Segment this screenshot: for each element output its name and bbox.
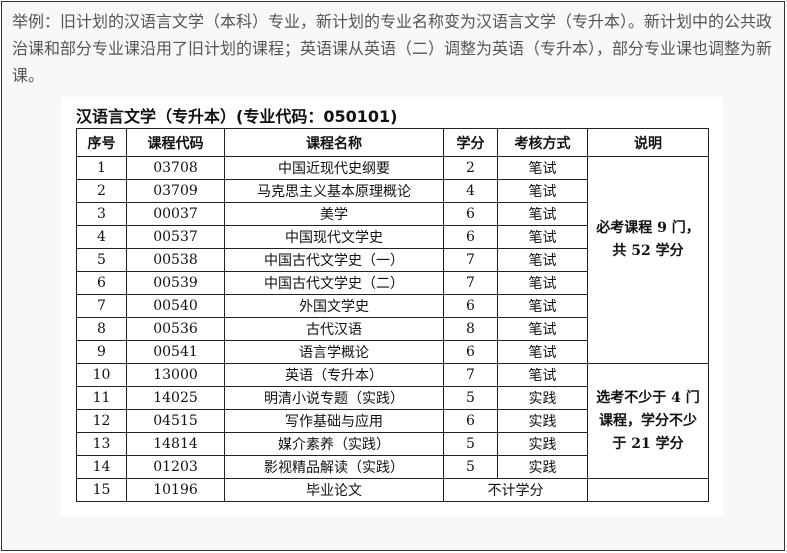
table-cell: 12 [76,409,127,433]
table-cell: 外国文学史 [224,294,444,318]
table-cell: 7 [443,363,498,387]
table-cell: 中国古代文学史（二） [224,271,444,295]
table-cell: 11 [76,386,127,410]
table-cell: 笔试 [497,294,588,318]
table-cell: 8 [76,317,127,341]
table-cell: 影视精品解读（实践） [224,455,444,479]
table-cell: 中国古代文学史（一） [224,248,444,272]
table-row: 9 00541 语言学概论 6 笔试 [76,340,709,364]
column-header: 考核方式 [497,128,588,157]
table-cell: 笔试 [497,156,588,180]
table-cell: 7 [443,271,498,295]
table-cell: 7 [76,294,127,318]
table-cell: 4 [443,179,498,203]
table-title: 汉语言文学（专升本）(专业代码：050101) [76,107,398,126]
table-cell: 5 [443,386,498,410]
table-cell: 00538 [126,248,225,272]
table-cell: 13 [76,432,127,456]
table-cell: 03708 [126,156,225,180]
table-cell: 马克思主义基本原理概论 [224,179,444,203]
table-cell: 3 [76,202,127,226]
course-table: 序号 课程代码 课程名称 学分 考核方式 说明 1 03708 中国近现代史纲要 2 笔试 必考课程… [76,128,709,502]
table-cell: 笔试 [497,202,588,226]
table-cell: 6 [443,294,498,318]
table-row: 6 00539 中国古代文学史（二） 7 笔试 [76,271,709,295]
table-cell: 毕业论文 [224,478,444,502]
table-cell: 1 [76,156,127,180]
table-cell: 14 [76,455,127,479]
table-cell: 古代汉语 [224,317,444,341]
table-cell: 中国近现代史纲要 [224,156,444,180]
table-cell: 笔试 [497,179,588,203]
table-cell: 14025 [126,386,225,410]
table-row: 11 14025 明清小说专题（实践） 5 实践 [76,386,709,410]
table-cell: 笔试 [497,271,588,295]
table-row: 10 13000 英语（专升本） 7 笔试 选考不少于 4 门课程，学分不少于 21 学分 [76,363,709,479]
column-header: 说明 [587,128,709,157]
column-header: 课程代码 [126,128,225,157]
column-header: 序号 [76,128,127,157]
table-cell: 04515 [126,409,225,433]
table-cell: 实践 [497,455,588,479]
table-cell: 笔试 [497,225,588,249]
table-cell: 00537 [126,225,225,249]
table-cell: 5 [443,455,498,479]
table-cell: 6 [443,340,498,364]
column-header: 课程名称 [224,128,444,157]
column-header: 学分 [443,128,498,157]
table-cell: 15 [76,478,127,502]
table-cell: 6 [443,225,498,249]
table-cell: 5 [76,248,127,272]
table-row: 12 04515 写作基础与应用 6 实践 [76,409,709,433]
table-cell: 中国现代文学史 [224,225,444,249]
table-cell: 8 [443,317,498,341]
table-cell: 实践 [497,409,588,433]
table-row: 1 03708 中国近现代史纲要 2 笔试 必考课程 9 门，共 52 学分 [76,156,709,364]
table-cell: 实践 [497,386,588,410]
table-cell: 00539 [126,271,225,295]
table-cell: 00536 [126,317,225,341]
table-cell: 01203 [126,455,225,479]
intro-text: 举例：旧计划的汉语言文学（本科）专业，新计划的专业名称变为汉语言文学（专升本）。… [12,12,773,85]
table-cell: 9 [76,340,127,364]
table-row: 8 00536 古代汉语 8 笔试 [76,317,709,341]
table-cell: 7 [443,248,498,272]
table-cell: 00540 [126,294,225,318]
table-cell: 10 [76,363,127,387]
table-row: 15 10196 毕业论文 不计学分 [76,478,709,502]
table-cell: 语言学概论 [224,340,444,364]
table-cell: 美学 [224,202,444,226]
table-cell: 6 [76,271,127,295]
table-cell: 2 [443,156,498,180]
table-cell: 4 [76,225,127,249]
table-row: 2 03709 马克思主义基本原理概论 4 笔试 [76,179,709,203]
table-cell: 6 [443,409,498,433]
table-cell: 写作基础与应用 [224,409,444,433]
table-cell: 实践 [497,432,588,456]
table-cell: 笔试 [497,248,588,272]
table-cell: 笔试 [497,363,588,387]
table-cell: 不计学分 [443,478,588,502]
table-cell: 5 [443,432,498,456]
table-cell: 英语（专升本） [224,363,444,387]
table-cell: 03709 [126,179,225,203]
table-cell: 00037 [126,202,225,226]
note-cell: 必考课程 9 门，共 52 学分 [587,156,709,364]
table-row: 3 00037 美学 6 笔试 [76,202,709,226]
table-cell: 2 [76,179,127,203]
table-cell: 10196 [126,478,225,502]
table-cell: 笔试 [497,317,588,341]
table-cell: 14814 [126,432,225,456]
table-cell: 媒介素养（实践） [224,432,444,456]
note-cell [587,478,709,502]
table-cell: 13000 [126,363,225,387]
table-cell: 笔试 [497,340,588,364]
table-cell: 00541 [126,340,225,364]
table-cell: 6 [443,202,498,226]
note-cell: 选考不少于 4 门课程，学分不少于 21 学分 [587,363,709,479]
table-cell: 明清小说专题（实践） [224,386,444,410]
